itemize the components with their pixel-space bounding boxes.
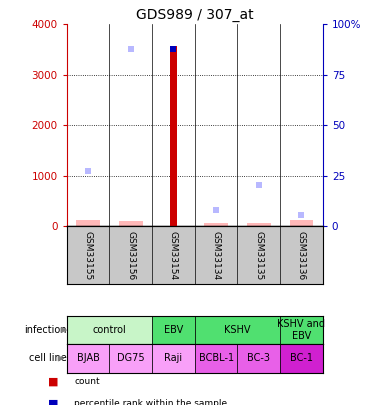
Bar [290,220,313,226]
Bar [195,316,280,344]
Text: percentile rank within the sample: percentile rank within the sample [74,399,227,405]
Bar [237,344,280,373]
Text: GSM33136: GSM33136 [297,230,306,280]
Bar [119,221,142,226]
Text: KSHV and
EBV: KSHV and EBV [278,319,325,341]
Text: ■: ■ [48,377,59,387]
Text: ■: ■ [48,399,59,405]
Bar [67,316,152,344]
Bar [76,220,100,226]
Text: GSM33156: GSM33156 [126,230,135,280]
Text: GSM33154: GSM33154 [169,231,178,280]
Text: GSM33135: GSM33135 [254,230,263,280]
Bar [280,316,323,344]
Text: EBV: EBV [164,325,183,335]
Text: DG75: DG75 [117,354,145,363]
Text: cell line: cell line [29,354,67,363]
Bar [109,344,152,373]
Text: BC-3: BC-3 [247,354,270,363]
Text: KSHV: KSHV [224,325,251,335]
Bar [170,45,177,226]
Text: GSM33155: GSM33155 [83,230,93,280]
Text: BC-1: BC-1 [290,354,313,363]
Bar [280,344,323,373]
Bar [195,344,237,373]
Text: Raji: Raji [164,354,183,363]
Text: count: count [74,377,100,386]
Title: GDS989 / 307_at: GDS989 / 307_at [136,8,254,22]
Bar [152,316,195,344]
Bar [152,344,195,373]
Bar [247,223,270,226]
Text: infection: infection [24,325,67,335]
Text: BJAB: BJAB [77,354,99,363]
Text: GSM33134: GSM33134 [211,231,221,280]
Text: control: control [93,325,126,335]
Text: BCBL-1: BCBL-1 [198,354,234,363]
Bar [67,344,109,373]
Bar [204,224,228,226]
